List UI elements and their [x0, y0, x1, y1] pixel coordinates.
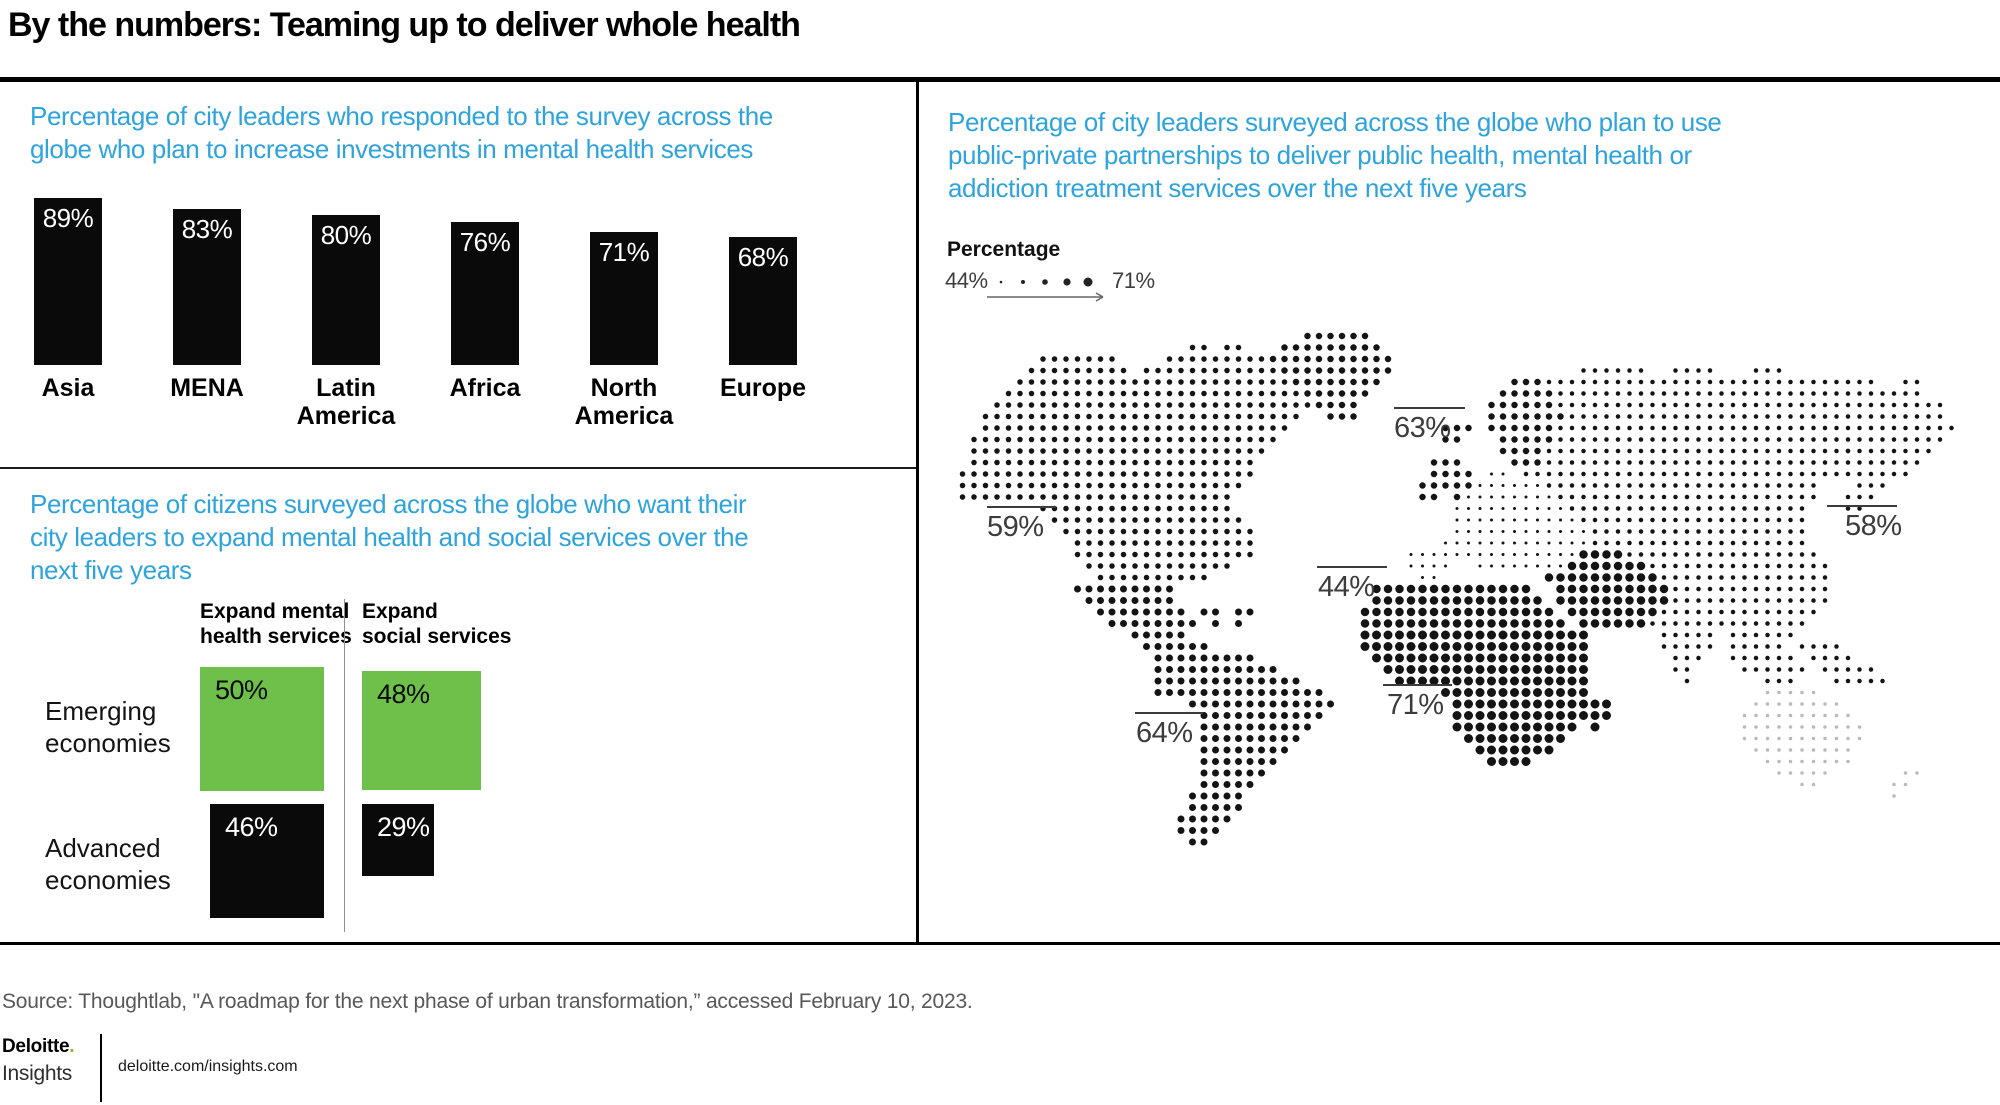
map-region-value: 58% [1845, 510, 1902, 542]
bar-category-label: Latin America [296, 374, 396, 430]
column-header-social: Expand social services [362, 600, 512, 648]
value-square-green-50: 50% [200, 667, 324, 791]
map-legend-heading: Percentage [947, 238, 1061, 261]
title-rule [0, 77, 2000, 82]
bar-category-label: Europe [719, 374, 807, 402]
bar-africa: 76% [451, 222, 519, 365]
world-dot-map [959, 332, 1954, 846]
map-region-value: 63% [1394, 412, 1451, 444]
square-value-label: 29% [377, 812, 430, 842]
map-region-label-44: 44% [1317, 566, 1387, 604]
bar-europe: 68% [729, 237, 797, 365]
legend-dot-scale-icon [987, 277, 1104, 302]
deloitte-logo: Deloitte. [2, 1036, 75, 1058]
panel-divider [916, 82, 919, 942]
bar-value-label: 71% [598, 237, 650, 267]
map-region-label-59: 59% [987, 506, 1056, 544]
row-label-emerging: Emerging economies [45, 696, 171, 758]
map-region-label-63: 63% [1394, 407, 1465, 445]
map-region-label-64: 64% [1135, 712, 1203, 750]
map-region-value: 44% [1318, 571, 1375, 603]
source-line: Source: Thoughtlab, "A roadmap for the n… [2, 990, 973, 1013]
square-value-label: 48% [377, 679, 430, 709]
map-title: Percentage of city leaders surveyed acro… [948, 107, 1722, 203]
column-divider [344, 599, 345, 932]
map-region-value: 71% [1387, 689, 1444, 721]
map-region-value: 59% [987, 511, 1044, 543]
bar-value-label: 68% [737, 242, 789, 272]
row-label-advanced: Advanced economies [45, 833, 171, 895]
bar-category-label: North America [574, 374, 674, 430]
map-region-label-71: 71% [1383, 684, 1452, 722]
bar-value-label: 76% [459, 227, 511, 257]
insights-logo-text: Insights [2, 1062, 72, 1085]
bar-chart-title: Percentage of city leaders who responded… [30, 101, 773, 164]
footer-logo-divider [100, 1034, 102, 1102]
bar-asia: 89% [34, 198, 102, 365]
column-header-mental: Expand mental health services [200, 600, 352, 648]
brand-word: Deloitte [2, 1036, 70, 1057]
bar-chart: 89% Asia 83% MENA 80% Latin America 76% Africa 71… [34, 198, 864, 430]
bar-mena: 83% [173, 209, 241, 365]
bar-value-label: 80% [320, 220, 372, 250]
map-region-label-58: 58% [1827, 505, 1902, 543]
bar-value-label: 89% [42, 203, 94, 233]
bar-value-label: 83% [181, 214, 233, 244]
bar-category-label: Asia [41, 374, 95, 402]
bar-category-label: Africa [449, 374, 521, 402]
map-legend-max: 71% [1112, 268, 1155, 293]
footer-rule [0, 942, 2000, 945]
bar-latin-america: 80% [312, 215, 380, 365]
page-title: By the numbers: Teaming up to deliver wh… [8, 6, 801, 44]
bar-north-america: 71% [590, 232, 658, 365]
square-chart-title: Percentage of citizens surveyed across t… [30, 489, 749, 585]
square-value-label: 50% [215, 675, 268, 705]
value-square-green-48: 48% [362, 671, 481, 790]
map-region-value: 64% [1136, 717, 1193, 749]
bar-category-label: MENA [170, 374, 244, 402]
brand-green-dot: . [69, 1036, 75, 1057]
footer-url: deloitte.com/insights.com [118, 1058, 298, 1075]
value-square-black-46: 46% [210, 804, 324, 918]
value-square-black-29: 29% [362, 804, 434, 876]
square-value-label: 46% [225, 812, 278, 842]
map-legend-min: 44% [945, 268, 988, 293]
left-panel-separator [0, 467, 916, 469]
